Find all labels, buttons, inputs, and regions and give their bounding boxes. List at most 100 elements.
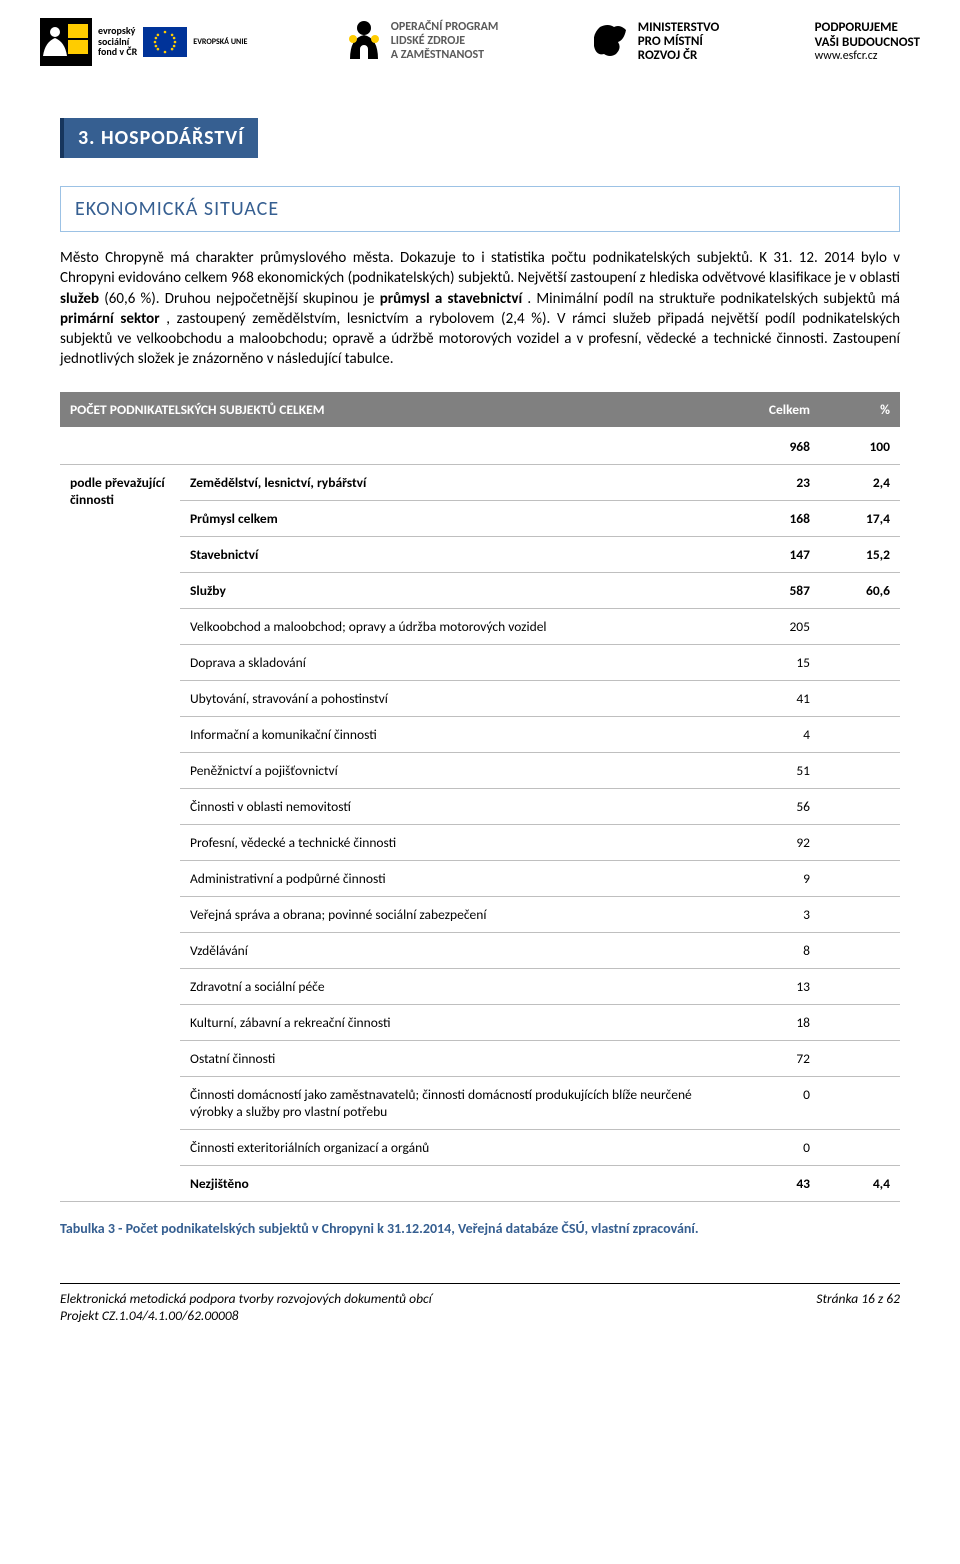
row-label: Průmysl celkem — [180, 500, 740, 536]
table-row: Kulturní, zábavní a rekreační činnosti18 — [60, 1004, 900, 1040]
para-bold-5: primární sektor — [60, 310, 160, 328]
para-part-0: Město Chropyně má charakter průmyslového… — [60, 249, 900, 287]
oplzz-icon — [343, 19, 385, 65]
section-heading: 3. HOSPODÁŘSTVÍ — [60, 118, 258, 158]
section-heading-wrap: 3. HOSPODÁŘSTVÍ — [60, 118, 900, 158]
row-pct — [820, 860, 900, 896]
th-pct: % — [820, 392, 900, 428]
row-celkem: 13 — [740, 968, 820, 1004]
logo-mmr: MINISTERSTVO PRO MÍSTNÍ ROZVOJ ČR — [594, 21, 720, 64]
para-part-6: , zastoupený zemědělstvím, lesnictvím a … — [60, 310, 900, 369]
podp-l2: VAŠI BUDOUCNOST — [815, 36, 920, 50]
row-celkem: 56 — [740, 788, 820, 824]
row-celkem: 23 — [740, 464, 820, 500]
row-label: Činnosti v oblasti nemovitostí — [180, 788, 740, 824]
logo-podporujeme: PODPORUJEME VAŠI BUDOUCNOST www.esfcr.cz — [815, 21, 920, 62]
row-label: Administrativní a podpůrné činnosti — [180, 860, 740, 896]
row-label: Ubytování, stravování a pohostinství — [180, 680, 740, 716]
row-label: Veřejná správa a obrana; povinné sociáln… — [180, 896, 740, 932]
row-pct: 2,4 — [820, 464, 900, 500]
row-celkem: 51 — [740, 752, 820, 788]
para-bold-1: služeb — [60, 290, 99, 308]
eu-flag-icon — [143, 27, 187, 57]
funding-logo-bar: evropský sociální fond v ČR EVROPSKÁ UNI… — [0, 0, 960, 78]
row-label: Velkoobchod a maloobchod; opravy a údržb… — [180, 608, 740, 644]
table-row: Zdravotní a sociální péče13 — [60, 968, 900, 1004]
row-label: Doprava a skladování — [180, 644, 740, 680]
row-label: Peněžnictví a pojišťovnictví — [180, 752, 740, 788]
row-pct — [820, 644, 900, 680]
row-celkem: 0 — [740, 1129, 820, 1165]
para-bold-3: průmysl a stavebnictví — [380, 290, 522, 308]
table-row: Vzdělávání8 — [60, 932, 900, 968]
row-label: Služby — [180, 572, 740, 608]
row-label: Stavebnictví — [180, 536, 740, 572]
table-row: Činnosti domácností jako zaměstnavatelů;… — [60, 1076, 900, 1129]
row-label: Vzdělávání — [180, 932, 740, 968]
row-celkem: 43 — [740, 1165, 820, 1201]
mmr-l1: MINISTERSTVO — [638, 21, 720, 35]
footer-page-number: Stránka 16 z 62 — [816, 1290, 900, 1324]
row-label: Nezjištěno — [180, 1165, 740, 1201]
row-pct — [820, 896, 900, 932]
row-label: Profesní, vědecké a technické činnosti — [180, 824, 740, 860]
row-pct — [820, 824, 900, 860]
table-body: 968100podle převažující činnostiZeměděls… — [60, 428, 900, 1202]
row-celkem: 3 — [740, 896, 820, 932]
row-celkem: 205 — [740, 608, 820, 644]
eu-label: EVROPSKÁ UNIE — [193, 37, 247, 47]
esf-text-3: fond v ČR — [98, 47, 137, 58]
row-label: Zdravotní a sociální péče — [180, 968, 740, 1004]
row-celkem: 92 — [740, 824, 820, 860]
table-row: Služby58760,6 — [60, 572, 900, 608]
table-row-nezjisteno: Nezjištěno434,4 — [60, 1165, 900, 1201]
row-pct — [820, 968, 900, 1004]
footer-line2: Projekt CZ.1.04/4.1.00/62.00008 — [60, 1307, 432, 1324]
row-celkem: 587 — [740, 572, 820, 608]
row-celkem: 0 — [740, 1076, 820, 1129]
intro-paragraph: Město Chropyně má charakter průmyslového… — [60, 248, 900, 370]
table-row: Ubytování, stravování a pohostinství41 — [60, 680, 900, 716]
row-label: Činnosti exteritoriálních organizací a o… — [180, 1129, 740, 1165]
row-celkem: 4 — [740, 716, 820, 752]
row-celkem: 9 — [740, 860, 820, 896]
mmr-l2: PRO MÍSTNÍ — [638, 35, 720, 49]
row-pct — [820, 1040, 900, 1076]
table-row: Ostatní činnosti72 — [60, 1040, 900, 1076]
row-label: Kulturní, zábavní a rekreační činnosti — [180, 1004, 740, 1040]
row-pct — [820, 932, 900, 968]
mmr-lion-icon — [594, 21, 632, 63]
total-celkem: 968 — [740, 428, 820, 465]
table-row: Administrativní a podpůrné činnosti9 — [60, 860, 900, 896]
op-l2: LIDSKÉ ZDROJE — [391, 35, 499, 49]
row-label: Činnosti domácností jako zaměstnavatelů;… — [180, 1076, 740, 1129]
row-celkem: 147 — [740, 536, 820, 572]
table-row: Informační a komunikační činnosti4 — [60, 716, 900, 752]
logo-esf: evropský sociální fond v ČR EVROPSKÁ UNI… — [40, 18, 247, 66]
row-label: Zemědělství, lesnictví, rybářství — [180, 464, 740, 500]
table-row: Velkoobchod a maloobchod; opravy a údržb… — [60, 608, 900, 644]
row-pct: 17,4 — [820, 500, 900, 536]
row-celkem: 15 — [740, 644, 820, 680]
row-pct — [820, 788, 900, 824]
op-l1: OPERAČNÍ PROGRAM — [391, 21, 499, 35]
row-pct — [820, 1076, 900, 1129]
table-row: Činnosti exteritoriálních organizací a o… — [60, 1129, 900, 1165]
table-row: podle převažující činnostiZemědělství, l… — [60, 464, 900, 500]
row-pct — [820, 752, 900, 788]
row-label: Ostatní činnosti — [180, 1040, 740, 1076]
th-celkem: Celkem — [740, 392, 820, 428]
table-total-row: 968100 — [60, 428, 900, 465]
row-label: Informační a komunikační činnosti — [180, 716, 740, 752]
total-pct: 100 — [820, 428, 900, 465]
logo-op-lzz: OPERAČNÍ PROGRAM LIDSKÉ ZDROJE A ZAMĚSTN… — [343, 19, 499, 65]
esf-icon — [40, 18, 92, 66]
row-pct — [820, 716, 900, 752]
row-celkem: 72 — [740, 1040, 820, 1076]
row-pct — [820, 1004, 900, 1040]
table-row: Veřejná správa a obrana; povinné sociáln… — [60, 896, 900, 932]
podp-url: www.esfcr.cz — [815, 50, 920, 63]
row-pct — [820, 1129, 900, 1165]
row-pct: 4,4 — [820, 1165, 900, 1201]
table-row: Stavebnictví14715,2 — [60, 536, 900, 572]
